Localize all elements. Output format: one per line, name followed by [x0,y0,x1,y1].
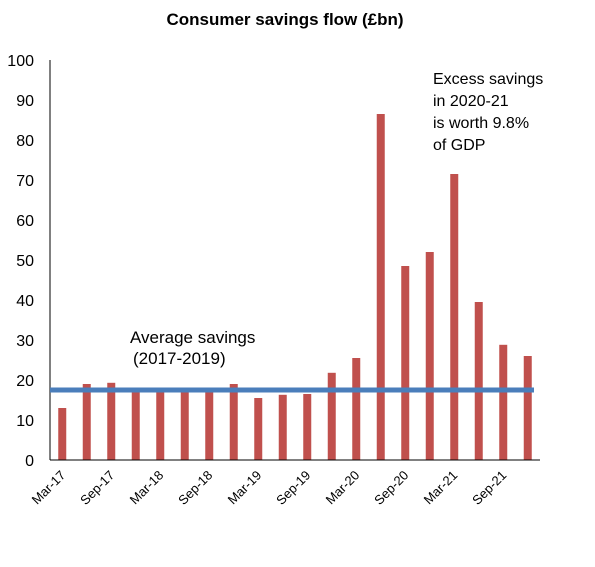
bars [58,114,532,460]
bar [156,390,165,460]
bar [499,344,508,460]
x-tick-label: Mar-20 [323,468,363,508]
bar [303,394,312,460]
y-tick-label: 10 [16,413,34,430]
bar [82,384,91,460]
x-tick-label: Mar-19 [225,468,265,508]
bar [229,384,238,460]
chart-title: Consumer savings flow (£bn) [166,10,403,29]
x-tick-label: Mar-21 [421,468,461,508]
bar [107,382,116,460]
x-tick-label: Sep-20 [371,468,411,508]
reference-label-line-1: Average savings [130,328,255,347]
bar [58,408,67,460]
annotation-line-1: Excess savings [433,71,543,88]
y-tick-label: 70 [16,173,34,190]
x-tick-label: Sep-21 [469,468,509,508]
bar [327,372,336,460]
bar [278,394,287,460]
bar [352,358,361,460]
y-tick-label: 30 [16,333,34,350]
reference-label-line-2: (2017-2019) [133,349,226,368]
x-tick-label: Mar-18 [127,468,167,508]
x-tick-label: Sep-17 [77,468,117,508]
bar [180,390,189,460]
x-tick-label: Sep-19 [273,468,313,508]
y-tick-label: 40 [16,293,34,310]
y-tick-label: 100 [7,53,34,70]
y-tick-label: 60 [16,213,34,230]
bar [254,398,263,460]
bar [376,114,385,460]
bar [474,302,483,460]
y-tick-label: 90 [16,93,34,110]
y-tick-label: 20 [16,373,34,390]
y-tick-label: 0 [25,453,34,470]
bar [450,174,459,460]
bar [425,252,434,460]
annotation-line-2: in 2020-21 [433,93,509,110]
bar [205,390,214,460]
y-axis-ticks: 0 10 20 30 40 50 60 70 80 90 100 [7,53,34,470]
annotation-line-4: of GDP [433,137,485,154]
annotation-line-3: is worth 9.8% [433,115,529,132]
x-tick-label: Sep-18 [175,468,215,508]
bar [401,266,410,460]
y-tick-label: 80 [16,133,34,150]
bar [523,356,532,460]
x-axis-tick-labels: Mar-17 Sep-17 Mar-18 Sep-18 Mar-19 Sep-19 Mar-… [29,468,510,508]
y-tick-label: 50 [16,253,34,270]
x-tick-label: Mar-17 [29,468,69,508]
bar [131,390,140,460]
